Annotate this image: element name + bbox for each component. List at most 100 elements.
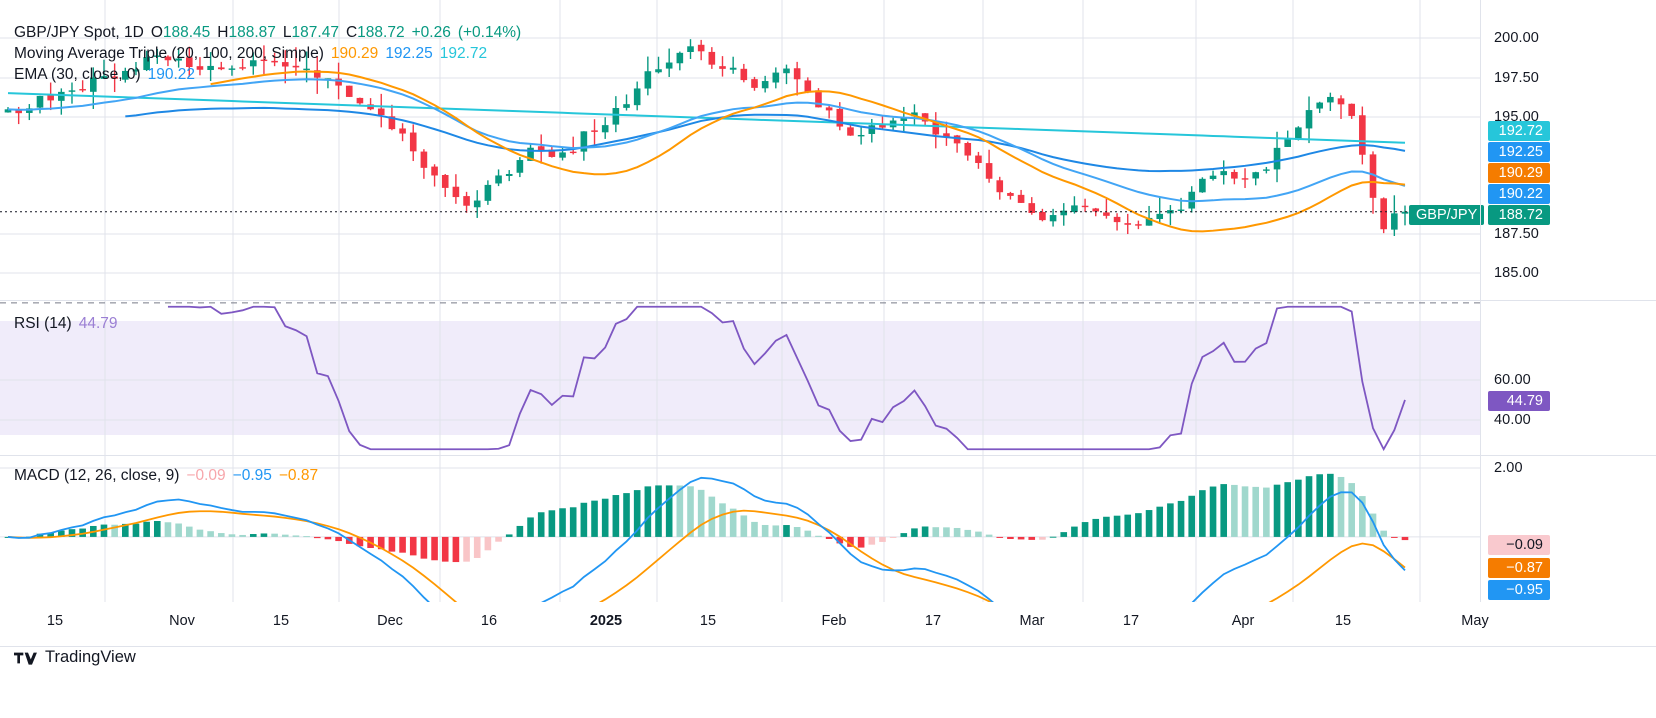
macd-histogram-bar xyxy=(879,536,886,542)
candle-body xyxy=(377,108,385,116)
candle-body xyxy=(1017,194,1025,203)
candle-body xyxy=(335,78,342,86)
macd-histogram-bar xyxy=(239,534,246,537)
time-axis-label: May xyxy=(1461,613,1489,629)
macd-histogram-bar xyxy=(1337,476,1345,537)
macd-signal-badge[interactable]: −0.87 xyxy=(1488,558,1550,578)
candle-body xyxy=(1124,223,1132,225)
candle-body xyxy=(313,70,321,78)
macd-histogram-bar xyxy=(1081,522,1089,537)
macd-pane[interactable]: MACD (12, 26, close, 9) −0.09 −0.95 −0.87 2… xyxy=(0,456,1656,602)
candle-body xyxy=(90,77,97,92)
pane-divider-2 xyxy=(0,455,1656,456)
time-axis-label: Dec xyxy=(377,613,403,629)
macd-histogram-bar xyxy=(612,495,620,537)
macd-histogram-bar xyxy=(1263,487,1270,537)
candle-body xyxy=(825,107,833,111)
ema30-badge[interactable]: 190.22 xyxy=(1488,184,1550,204)
macd-histogram-bar xyxy=(793,527,801,537)
candle-body xyxy=(356,97,364,104)
macd-histogram-bar xyxy=(1401,536,1409,541)
candle-body xyxy=(1028,203,1036,213)
candle-body xyxy=(1380,198,1387,230)
time-axis-label: Mar xyxy=(1019,613,1045,629)
candle-body xyxy=(964,142,972,156)
macd-histogram-bar xyxy=(473,536,481,558)
ma200-badge[interactable]: 192.72 xyxy=(1488,121,1550,141)
candle-body xyxy=(1049,215,1057,222)
tradingview-brand-text: TradingView xyxy=(45,648,136,666)
rsi-pane[interactable]: RSI (14) 44.79 60.00 40.00 44.79 xyxy=(0,301,1656,455)
candle-body xyxy=(804,80,812,92)
macd-histogram-bar xyxy=(623,493,630,537)
rsi-plot-area[interactable] xyxy=(0,301,1480,455)
candle-body xyxy=(196,66,204,70)
candle-body xyxy=(207,65,214,71)
macd-histogram-bar xyxy=(889,536,897,538)
macd-histogram-bar xyxy=(1327,473,1334,537)
macd-histogram-bar xyxy=(985,534,993,537)
macd-histogram-bar xyxy=(1220,484,1228,537)
candle-body xyxy=(655,69,662,73)
rsi-axis[interactable]: 60.00 40.00 44.79 xyxy=(1480,301,1656,455)
macd-histogram-bar xyxy=(1348,483,1355,537)
macd-histogram-bar xyxy=(932,527,940,537)
macd-histogram-bar xyxy=(260,533,268,537)
last-price-symbol-badge[interactable]: GBP/JPY xyxy=(1409,205,1485,225)
candle-body xyxy=(1135,224,1142,226)
candle-body xyxy=(79,89,86,91)
candle-body xyxy=(1241,178,1249,180)
ma100-badge[interactable]: 192.25 xyxy=(1488,142,1550,162)
candle-body xyxy=(217,67,225,70)
candle-body xyxy=(292,65,300,68)
macd-histogram-bar xyxy=(1092,518,1100,537)
macd-histogram-bar xyxy=(132,523,140,537)
candle-body xyxy=(420,151,428,168)
macd-histogram-bar xyxy=(665,485,673,537)
macd-histogram-bar xyxy=(1391,536,1398,538)
price-plot-area[interactable] xyxy=(0,0,1480,300)
macd-plot-area[interactable] xyxy=(0,456,1480,602)
candlestick-series[interactable] xyxy=(4,39,1409,237)
macd-histogram-bar xyxy=(1359,496,1366,537)
macd-histogram-bar xyxy=(953,527,961,537)
macd-histogram-bar xyxy=(857,536,865,548)
candle-body xyxy=(783,68,790,74)
macd-axis[interactable]: 2.00 −0.09 −0.87 −0.95 xyxy=(1480,456,1656,602)
macd-line-badge[interactable]: −0.95 xyxy=(1488,580,1550,600)
candle-body xyxy=(1103,212,1110,216)
macd-histogram-bar xyxy=(271,533,278,537)
candle-body xyxy=(569,151,577,154)
candle-body xyxy=(1273,147,1281,170)
candle-body xyxy=(1316,102,1323,109)
candle-body xyxy=(580,131,588,152)
time-axis[interactable]: 15 Nov 15 Dec 16 2025 15 Feb 17 Mar 17 Apr 15 May xyxy=(0,602,1656,646)
candle-body xyxy=(1039,211,1046,221)
candle-body xyxy=(1337,98,1345,105)
macd-histogram-bar xyxy=(292,535,300,537)
candle-body xyxy=(1284,138,1292,147)
candle-body xyxy=(1369,154,1377,198)
macd-histogram-bar xyxy=(687,486,694,537)
candle-body xyxy=(505,173,513,177)
candle-body xyxy=(729,67,737,70)
candle-body xyxy=(836,108,844,127)
macd-histogram-bar xyxy=(1145,510,1153,537)
candle-body xyxy=(431,166,438,176)
last-price-badge[interactable]: 188.72 xyxy=(1488,205,1550,225)
macd-hist-badge[interactable]: −0.09 xyxy=(1488,535,1550,555)
rsi-value-badge[interactable]: 44.79 xyxy=(1488,391,1550,411)
macd-histogram-bar xyxy=(847,536,854,547)
time-axis-label: 2025 xyxy=(589,613,623,629)
macd-histogram-bar xyxy=(601,498,609,537)
macd-histogram-bar xyxy=(1284,482,1292,537)
ma20-badge[interactable]: 190.29 xyxy=(1488,163,1550,183)
macd-histogram-bar xyxy=(175,523,182,537)
macd-histogram-bar xyxy=(121,523,129,537)
price-pane[interactable]: GBP/JPY Spot, 1D O188.45 H188.87 L187.47 C18… xyxy=(0,0,1656,300)
macd-histogram-bar xyxy=(836,536,844,544)
candle-body xyxy=(932,121,940,135)
macd-histogram-bar xyxy=(1017,536,1025,540)
price-axis[interactable]: 200.00 197.50 195.00 187.50 185.00 192.72 192.… xyxy=(1409,0,1656,300)
